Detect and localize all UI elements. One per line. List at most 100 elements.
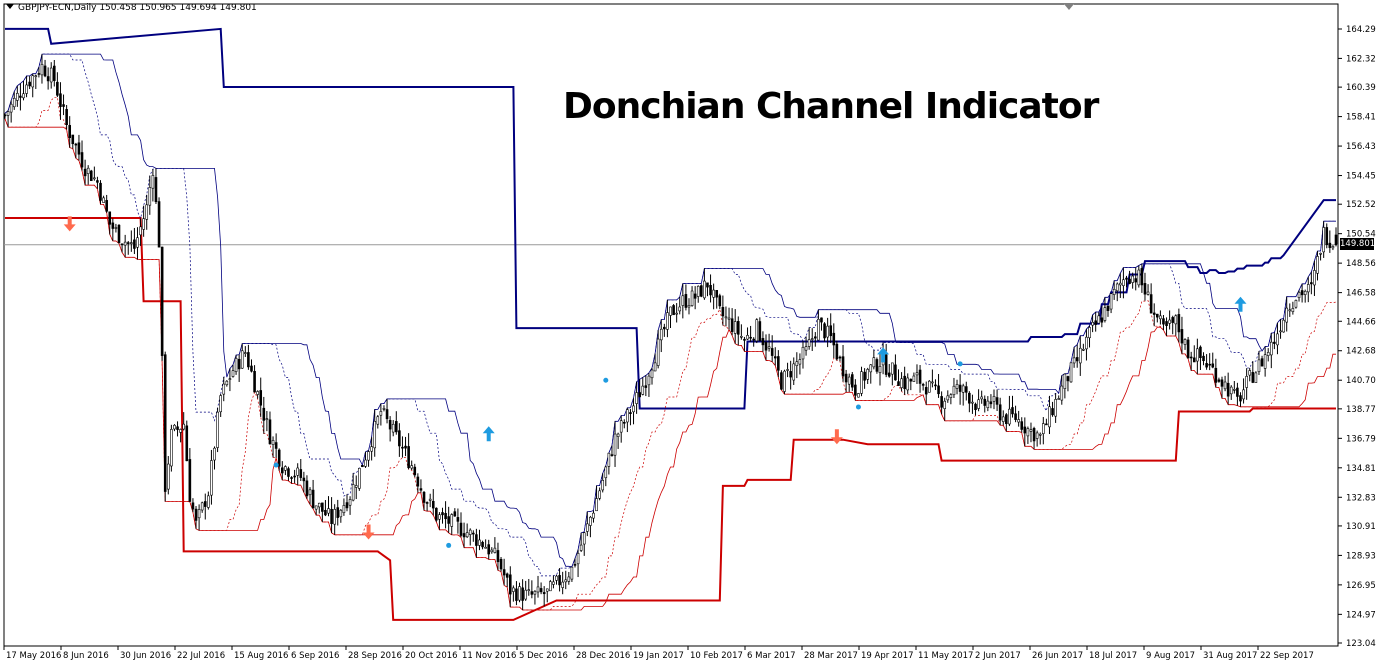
candle-body: [348, 499, 352, 506]
time-tick-label: 22 Sep 2017: [1260, 651, 1314, 661]
candle-body: [706, 282, 709, 288]
candle-body: [496, 550, 500, 563]
channel-upper-10: [4, 53, 1336, 577]
price-tick-label: 134.815: [1346, 464, 1376, 474]
symbol-info: GBPJPY-ECN,Daily 150.458 150.965 149.694…: [18, 3, 257, 13]
candle-body: [139, 226, 142, 236]
sell-signal-arrow-icon: [63, 216, 76, 232]
candle-body: [724, 316, 728, 319]
time-tick-label: 19 Apr 2017: [861, 651, 914, 661]
candle-body: [1045, 423, 1048, 426]
candle-body: [126, 242, 130, 244]
candle-body: [9, 103, 13, 113]
candle-body: [1026, 428, 1030, 437]
candle-body: [43, 65, 47, 77]
candle-body: [1140, 268, 1144, 286]
candle-body: [863, 371, 866, 381]
buy-signal-arrow-icon: [482, 426, 495, 442]
buy-signal-arrow-icon: [877, 347, 890, 363]
candle-body: [1177, 314, 1181, 333]
candle-body: [450, 514, 454, 527]
candle-body: [1223, 381, 1227, 390]
collapse-triangle-icon[interactable]: [6, 4, 14, 9]
candle-body: [1131, 275, 1134, 283]
candle-body: [847, 376, 851, 385]
candle-body: [1152, 312, 1156, 315]
candle-body: [96, 180, 99, 183]
candle-body: [37, 73, 41, 75]
signal-dot-icon: [957, 361, 963, 367]
signal-layer: [63, 216, 1247, 548]
time-tick-label: 28 Dec 2016: [576, 651, 630, 661]
candle-body: [715, 290, 719, 298]
candle-body: [228, 378, 232, 380]
candle-body: [835, 343, 839, 360]
candle-body: [829, 325, 833, 337]
candle-body: [595, 498, 598, 512]
time-tick-label: 5 Dec 2016: [519, 651, 568, 661]
candle-body: [641, 385, 645, 395]
candle-body: [832, 332, 836, 346]
candle-body: [435, 507, 438, 521]
candle-body: [767, 346, 771, 349]
candle-body: [952, 385, 956, 396]
price-tick-label: 146.585: [1346, 289, 1376, 299]
candle-body: [401, 446, 404, 449]
candle-body: [1285, 307, 1289, 323]
candle-body: [678, 306, 682, 312]
candle-body: [327, 508, 330, 514]
time-axis: 17 May 2016 8 Jun 2016 30 Jun 2016 22 Jul 2…: [3, 646, 1314, 661]
candle-body: [1057, 398, 1061, 400]
candle-body: [49, 67, 53, 83]
candle-body: [1137, 269, 1141, 286]
candle-body: [1162, 318, 1165, 325]
candle-body: [176, 426, 179, 430]
candle-body: [1214, 367, 1218, 383]
chart-shift-marker-icon[interactable]: [1064, 4, 1074, 10]
candle-body: [1085, 336, 1088, 350]
candle-body: [974, 403, 977, 411]
candle-body: [613, 433, 617, 456]
signal-dot-icon: [603, 377, 609, 383]
chart-title: Donchian Channel Indicator: [563, 86, 1099, 127]
candle-body: [305, 480, 309, 497]
candle-body: [666, 312, 669, 330]
candle-body: [336, 507, 340, 518]
candle-body: [773, 356, 777, 359]
candle-body: [1054, 399, 1057, 417]
candle-body: [108, 211, 112, 225]
candle-body: [1128, 278, 1131, 284]
candle-body: [179, 429, 182, 433]
candle-body: [1072, 357, 1076, 364]
candle-body: [1156, 313, 1159, 318]
candle-body: [989, 401, 993, 405]
candle-body: [743, 338, 746, 341]
candle-body: [700, 285, 703, 297]
candle-body: [225, 380, 229, 386]
price-tick-label: 126.950: [1346, 581, 1376, 591]
candle-body: [1082, 349, 1085, 351]
candle-body: [610, 454, 614, 456]
candle-body: [31, 75, 35, 88]
time-tick-label: 6 Sep 2016: [291, 651, 339, 661]
candle-body: [1291, 308, 1295, 312]
donchian-lower-band: [5, 217, 1336, 621]
candle-body: [1211, 363, 1215, 368]
price-tick-label: 138.775: [1346, 405, 1376, 415]
candle-body: [89, 170, 93, 182]
candle-body: [1248, 370, 1252, 376]
candle-body: [1260, 358, 1264, 367]
candle-body: [693, 293, 697, 299]
candle-body: [1245, 375, 1248, 388]
time-tick-label: 19 Jan 2017: [633, 651, 684, 661]
candle-body: [1119, 282, 1122, 286]
candle-body: [382, 408, 386, 410]
candle-body: [817, 318, 820, 341]
indicator-layer: [4, 27, 1337, 621]
candle-body: [644, 385, 648, 388]
candle-body: [764, 341, 768, 351]
candle-body: [453, 511, 457, 517]
candle-body: [398, 430, 401, 447]
candle-body: [912, 375, 916, 382]
